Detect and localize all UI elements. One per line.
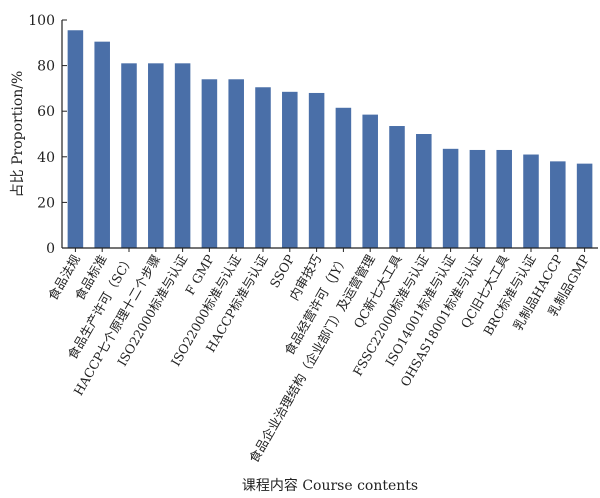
y-tick-label: 80 [37, 59, 55, 75]
bar [174, 63, 191, 248]
y-tick-label: 100 [28, 13, 55, 29]
bar [94, 41, 110, 248]
bar [496, 149, 512, 248]
bar [148, 63, 164, 248]
bar [255, 87, 271, 248]
bar [67, 30, 84, 249]
bar [469, 149, 486, 248]
bar [389, 126, 405, 248]
x-axis-title: 课程内容 Course contents [242, 477, 418, 494]
y-tick-label: 0 [46, 241, 55, 257]
bar [416, 134, 432, 248]
bar [308, 92, 325, 249]
bar [523, 154, 539, 248]
bar [362, 114, 378, 249]
bar [121, 63, 137, 248]
y-tick-label: 20 [37, 195, 55, 211]
x-axis: 食品法规食品标准食品生产许可（SC）HACCP七个原理十二个步骤ISO22000… [45, 247, 598, 465]
bars-group [67, 30, 593, 249]
bar [576, 163, 593, 248]
bar [201, 79, 218, 248]
y-axis-title: 占比 Proportion/% [10, 71, 26, 198]
y-tick-label: 60 [37, 104, 55, 120]
y-tick-label: 40 [37, 150, 55, 166]
bar [335, 107, 352, 248]
bar [442, 148, 459, 248]
bar [550, 161, 566, 248]
bar [228, 79, 244, 248]
bar [282, 91, 298, 248]
y-axis: 0 20 40 60 80 100 [28, 13, 67, 257]
